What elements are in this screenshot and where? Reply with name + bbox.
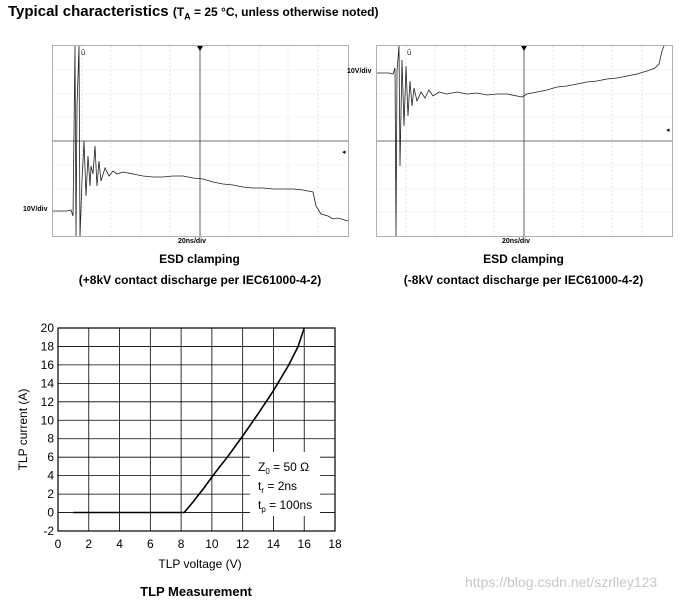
svg-text:tr = 2ns: tr = 2ns xyxy=(258,479,297,495)
scope-right-vdiv: 10V/div xyxy=(347,68,372,75)
tlp-ytick-label: 12 xyxy=(41,395,55,409)
tlp-ytick-label: 4 xyxy=(47,469,54,483)
watermark: https://blog.csdn.net/szrlley123 xyxy=(465,574,658,590)
tlp-ytick-label: 10 xyxy=(41,413,55,427)
tlp-xlabel: TLP voltage (V) xyxy=(158,557,241,571)
tlp-xtick-label: 6 xyxy=(147,537,154,551)
scope-right-caption: ESD clamping xyxy=(483,252,564,266)
tlp-xtick-label: 18 xyxy=(328,537,342,551)
tlp-ytick-label: 0 xyxy=(47,506,54,520)
svg-text:◂: ◂ xyxy=(342,148,346,156)
scope-screen-right: Ū ◂ 10V/div 20ns/div xyxy=(347,45,673,245)
svg-text:Ū: Ū xyxy=(81,50,85,57)
scope-right-subcaption: (-8kV contact discharge per IEC61000-4-2… xyxy=(403,273,644,287)
tlp-ytick-label: 16 xyxy=(41,358,55,372)
tlp-xtick-label: 12 xyxy=(236,537,250,551)
svg-text:Z0 = 50 Ω: Z0 = 50 Ω xyxy=(258,460,309,476)
svg-text:Ū: Ū xyxy=(407,50,411,57)
tlp-ytick-label: 2 xyxy=(47,487,54,501)
scope-screen-left: Ū ◂ 10V/div 20ns/div xyxy=(23,45,349,245)
scope-left-subcaption: (+8kV contact discharge per IEC61000-4-2… xyxy=(78,273,322,287)
scope-left-trace xyxy=(53,46,348,236)
tlp-ytick-label: -2 xyxy=(43,524,54,538)
svg-text:◂: ◂ xyxy=(666,126,670,134)
scope-right-tdiv: 20ns/div xyxy=(502,238,531,245)
scope-left-vdiv: 10V/div xyxy=(23,206,48,213)
tlp-xtick-label: 2 xyxy=(85,537,92,551)
tlp-ylabel: TLP current (A) xyxy=(16,389,30,471)
tlp-ytick-label: 6 xyxy=(47,450,54,464)
scope-left-svg: Ū ◂ xyxy=(53,46,348,236)
tlp-xtick-label: 8 xyxy=(178,537,185,551)
tlp-xtick-label: 4 xyxy=(116,537,123,551)
scope-left-tdiv: 20ns/div xyxy=(178,238,207,245)
scope-left-caption: ESD clamping xyxy=(159,252,240,266)
svg-text:tp = 100ns: tp = 100ns xyxy=(258,498,312,514)
heading-conditions: (TA = 25 °C, unless otherwise noted) xyxy=(172,5,379,22)
heading-title: Typical characteristics xyxy=(8,3,169,20)
tlp-xtick-label: 16 xyxy=(298,537,312,551)
scope-right-trace xyxy=(377,46,665,236)
tlp-annotation: Z0 = 50 Ω tr = 2ns tp = 100ns xyxy=(250,452,320,516)
tlp-ytick-label: 8 xyxy=(47,432,54,446)
tlp-ytick-label: 20 xyxy=(41,321,55,335)
scope-right-svg: Ū ◂ xyxy=(377,46,672,236)
tlp-xtick-label: 0 xyxy=(55,537,62,551)
tlp-series-line xyxy=(73,327,305,514)
tlp-title: TLP Measurement xyxy=(140,584,252,599)
tlp-ytick-label: 18 xyxy=(41,339,55,353)
page-heading: Typical characteristics (TA = 25 °C, unl… xyxy=(8,3,379,21)
tlp-xtick-label: 10 xyxy=(205,537,219,551)
tlp-ytick-label: 14 xyxy=(41,376,55,390)
tlp-xtick-label: 14 xyxy=(267,537,281,551)
